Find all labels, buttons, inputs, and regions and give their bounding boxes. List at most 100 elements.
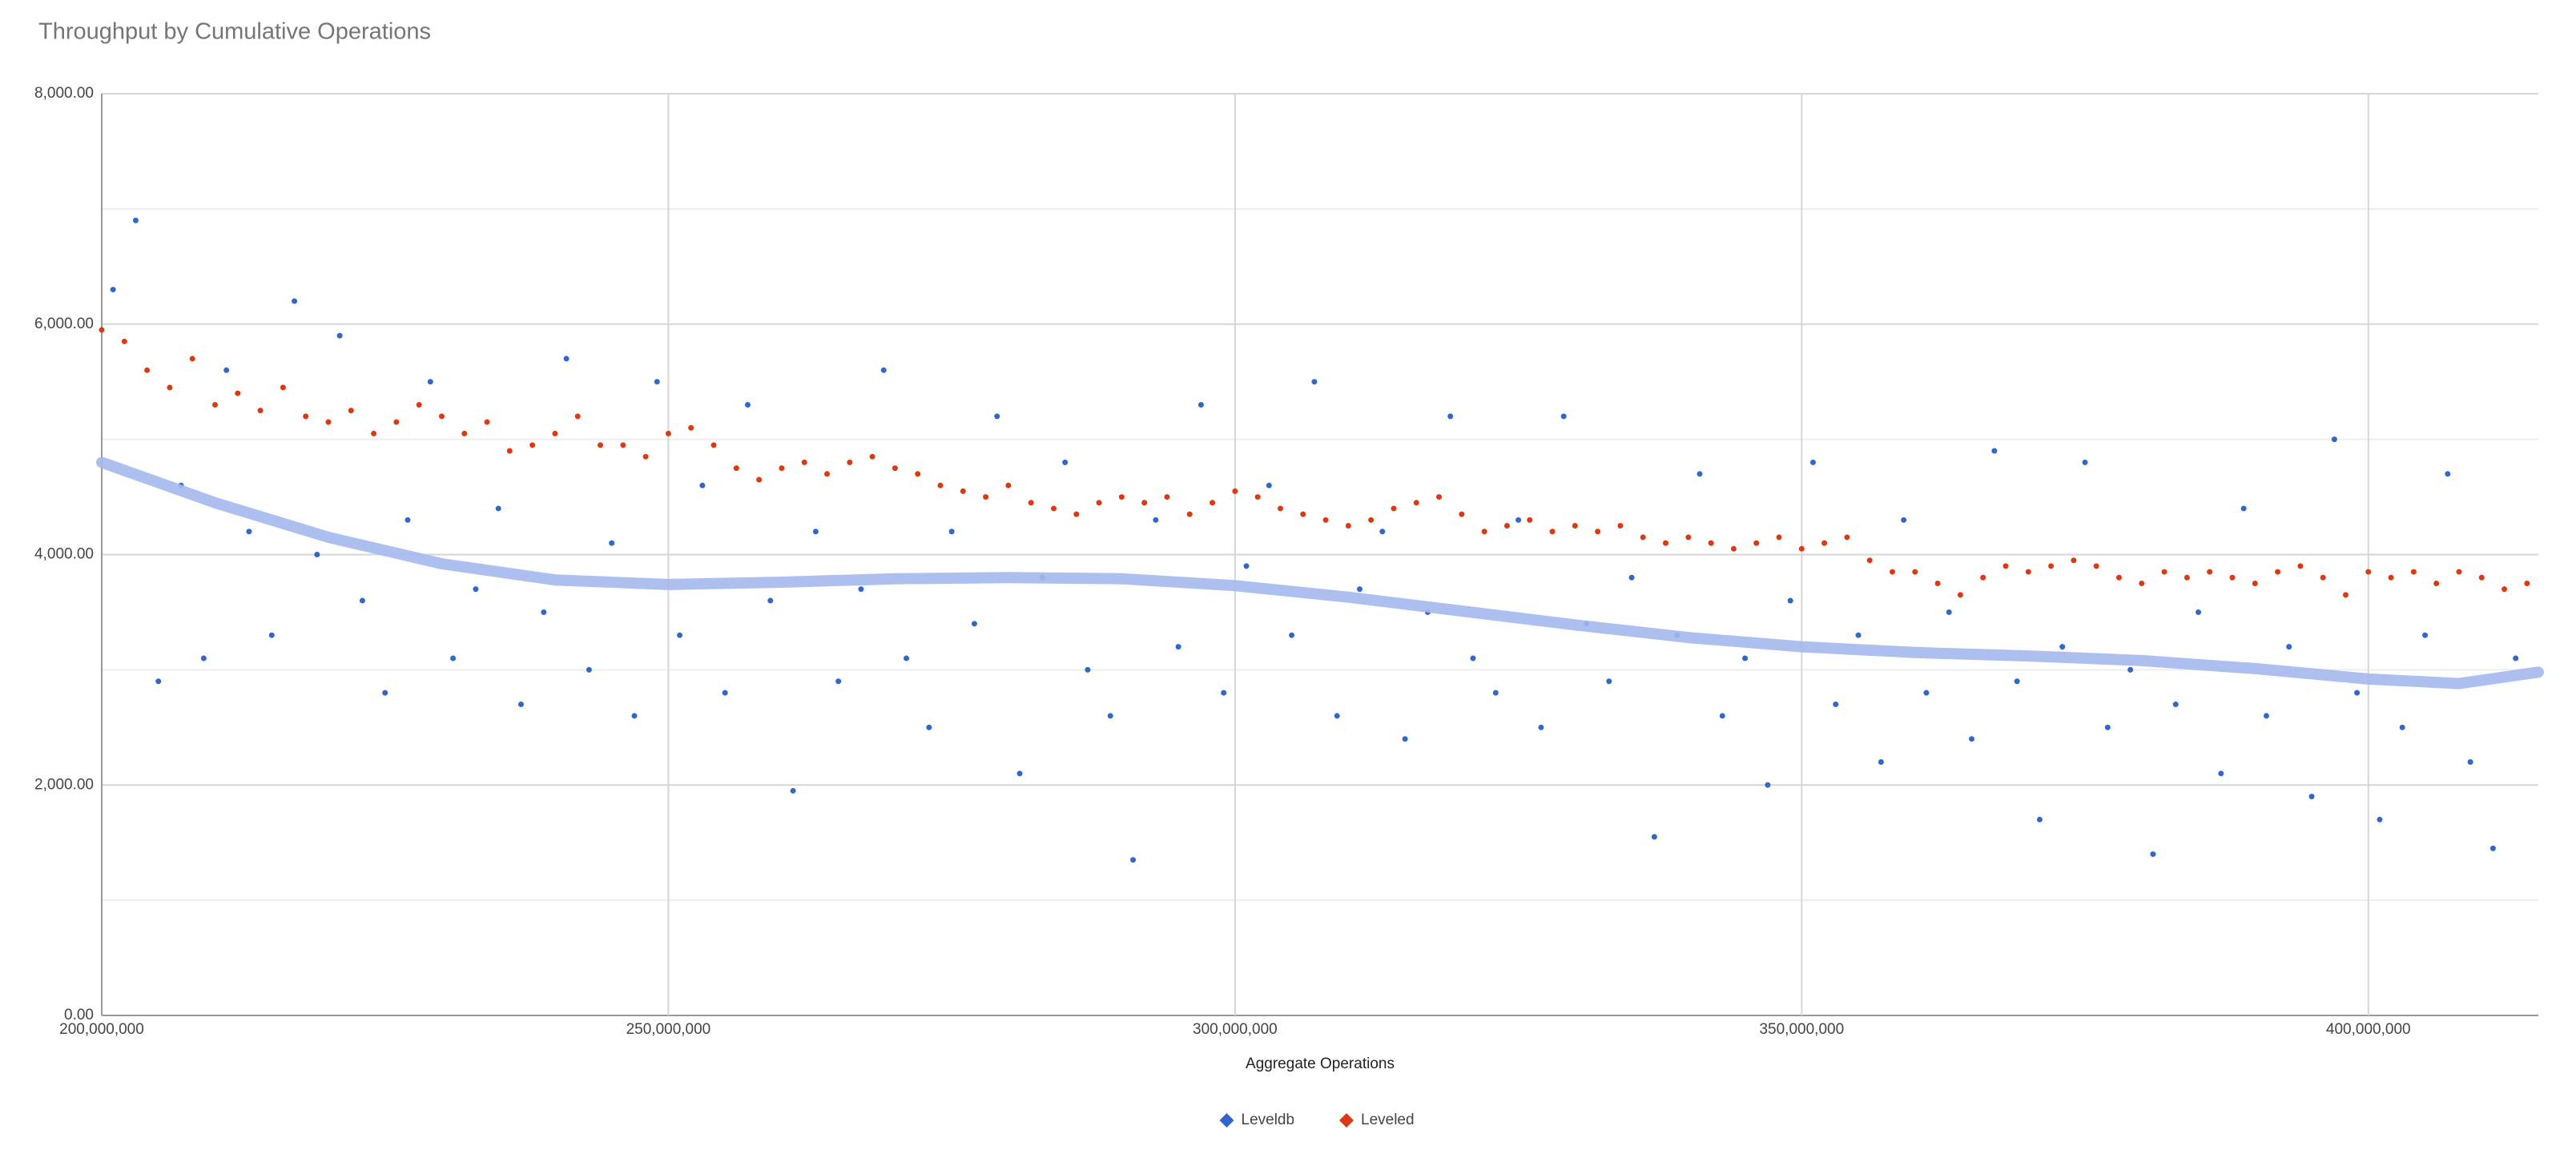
scatter-point xyxy=(2433,580,2440,586)
scatter-point xyxy=(1175,644,1181,650)
scatter-point xyxy=(1538,724,1544,730)
scatter-point xyxy=(598,442,604,448)
scatter-point xyxy=(1153,517,1159,523)
scatter-point xyxy=(235,390,241,396)
scatter-point xyxy=(99,327,105,333)
scatter-point xyxy=(835,678,842,685)
scatter-point xyxy=(1073,511,1080,517)
x-tick-label: 350,000,000 xyxy=(1759,1021,1844,1038)
scatter-point xyxy=(450,655,457,661)
scatter-point xyxy=(2263,713,2269,719)
scatter-point xyxy=(2229,574,2236,581)
y-tick-label: 2,000.00 xyxy=(34,776,94,793)
scatter-point xyxy=(2150,851,2156,858)
scatter-point xyxy=(1085,666,1091,673)
scatter-point xyxy=(2252,580,2258,586)
scatter-point xyxy=(563,356,570,362)
scatter-point xyxy=(2048,563,2055,569)
scatter-point xyxy=(733,465,739,472)
scatter-point xyxy=(609,540,615,546)
scatter-point xyxy=(552,430,558,436)
scatter-point xyxy=(1890,569,1896,575)
scatter-point xyxy=(211,401,218,408)
scatter-point xyxy=(1300,511,1306,517)
scatter-point xyxy=(1503,523,1510,529)
scatter-point xyxy=(506,448,513,454)
scatter-point xyxy=(812,529,819,535)
scatter-point xyxy=(292,298,298,304)
scatter-point xyxy=(722,690,728,696)
scatter-point xyxy=(677,632,683,638)
scatter-point xyxy=(642,453,649,460)
scatter-point xyxy=(620,442,626,448)
scatter-point xyxy=(1481,529,1487,535)
x-tick-label: 400,000,000 xyxy=(2326,1021,2411,1038)
scatter-point xyxy=(1855,632,1862,638)
scatter-point xyxy=(1651,834,1657,840)
scatter-point xyxy=(461,430,468,436)
scatter-point xyxy=(1062,459,1069,465)
scatter-point xyxy=(1447,413,1454,420)
scatter-point xyxy=(1765,782,1771,788)
scatter-point xyxy=(1379,529,1386,535)
scatter-point xyxy=(495,505,501,512)
scatter-point xyxy=(2331,436,2337,443)
scatter-point xyxy=(1492,690,1499,696)
y-tick-label: 8,000.00 xyxy=(34,85,94,102)
x-tick-label: 200,000,000 xyxy=(59,1021,144,1038)
scatter-point xyxy=(1141,500,1148,506)
scatter-point xyxy=(1005,482,1012,489)
scatter-point xyxy=(359,597,365,604)
scatter-point xyxy=(948,529,955,535)
x-tick-label: 250,000,000 xyxy=(626,1021,711,1038)
scatter-point xyxy=(1708,540,1714,546)
scatter-point xyxy=(904,655,910,661)
scatter-point xyxy=(518,702,525,708)
scatter-point xyxy=(416,401,422,408)
y-tick-label: 0.00 xyxy=(64,1007,94,1023)
scatter-point xyxy=(303,413,309,420)
scatter-point xyxy=(869,453,875,460)
scatter-point xyxy=(2478,574,2485,581)
scatter-point xyxy=(1957,592,1963,598)
scatter-point xyxy=(2184,574,2190,581)
y-tick-label: 4,000.00 xyxy=(34,546,94,563)
scatter-point xyxy=(892,465,898,472)
scatter-point xyxy=(2082,459,2088,465)
scatter-point xyxy=(1402,736,1408,742)
scatter-point xyxy=(858,586,864,593)
scatter-point xyxy=(960,488,966,494)
scatter-point xyxy=(710,442,717,448)
scatter-point xyxy=(1232,488,1238,494)
scatter-point xyxy=(1980,574,1986,581)
scatter-point xyxy=(1368,517,1375,523)
scatter-point xyxy=(880,367,887,373)
scatter-point xyxy=(2513,655,2519,661)
scatter-point xyxy=(1572,523,1578,529)
scatter-point xyxy=(2196,609,2202,615)
scatter-point xyxy=(2127,666,2134,673)
scatter-point xyxy=(371,430,377,436)
scatter-point xyxy=(1798,545,1805,552)
scatter-point xyxy=(2025,569,2031,575)
scatter-point xyxy=(847,459,853,465)
scatter-point xyxy=(314,552,320,557)
scatter-point xyxy=(2308,794,2315,800)
scatter-point xyxy=(926,724,932,730)
legend-marker xyxy=(1339,1113,1354,1128)
legend-label: Leveled xyxy=(1361,1112,1415,1128)
scatter-point xyxy=(1289,632,1295,638)
scatter-point xyxy=(1833,702,1839,708)
scatter-point xyxy=(1186,511,1193,517)
scatter-point xyxy=(473,586,479,593)
x-tick-label: 300,000,000 xyxy=(1193,1021,1278,1038)
scatter-point xyxy=(1753,540,1760,546)
scatter-point xyxy=(2071,557,2077,564)
scatter-point xyxy=(257,408,264,414)
scatter-point xyxy=(1595,529,1601,535)
scatter-point xyxy=(1118,494,1125,501)
scatter-point xyxy=(1549,529,1556,535)
x-axis-label: Aggregate Operations xyxy=(1246,1055,1395,1072)
scatter-point xyxy=(2502,586,2508,593)
scatter-point xyxy=(971,621,977,627)
